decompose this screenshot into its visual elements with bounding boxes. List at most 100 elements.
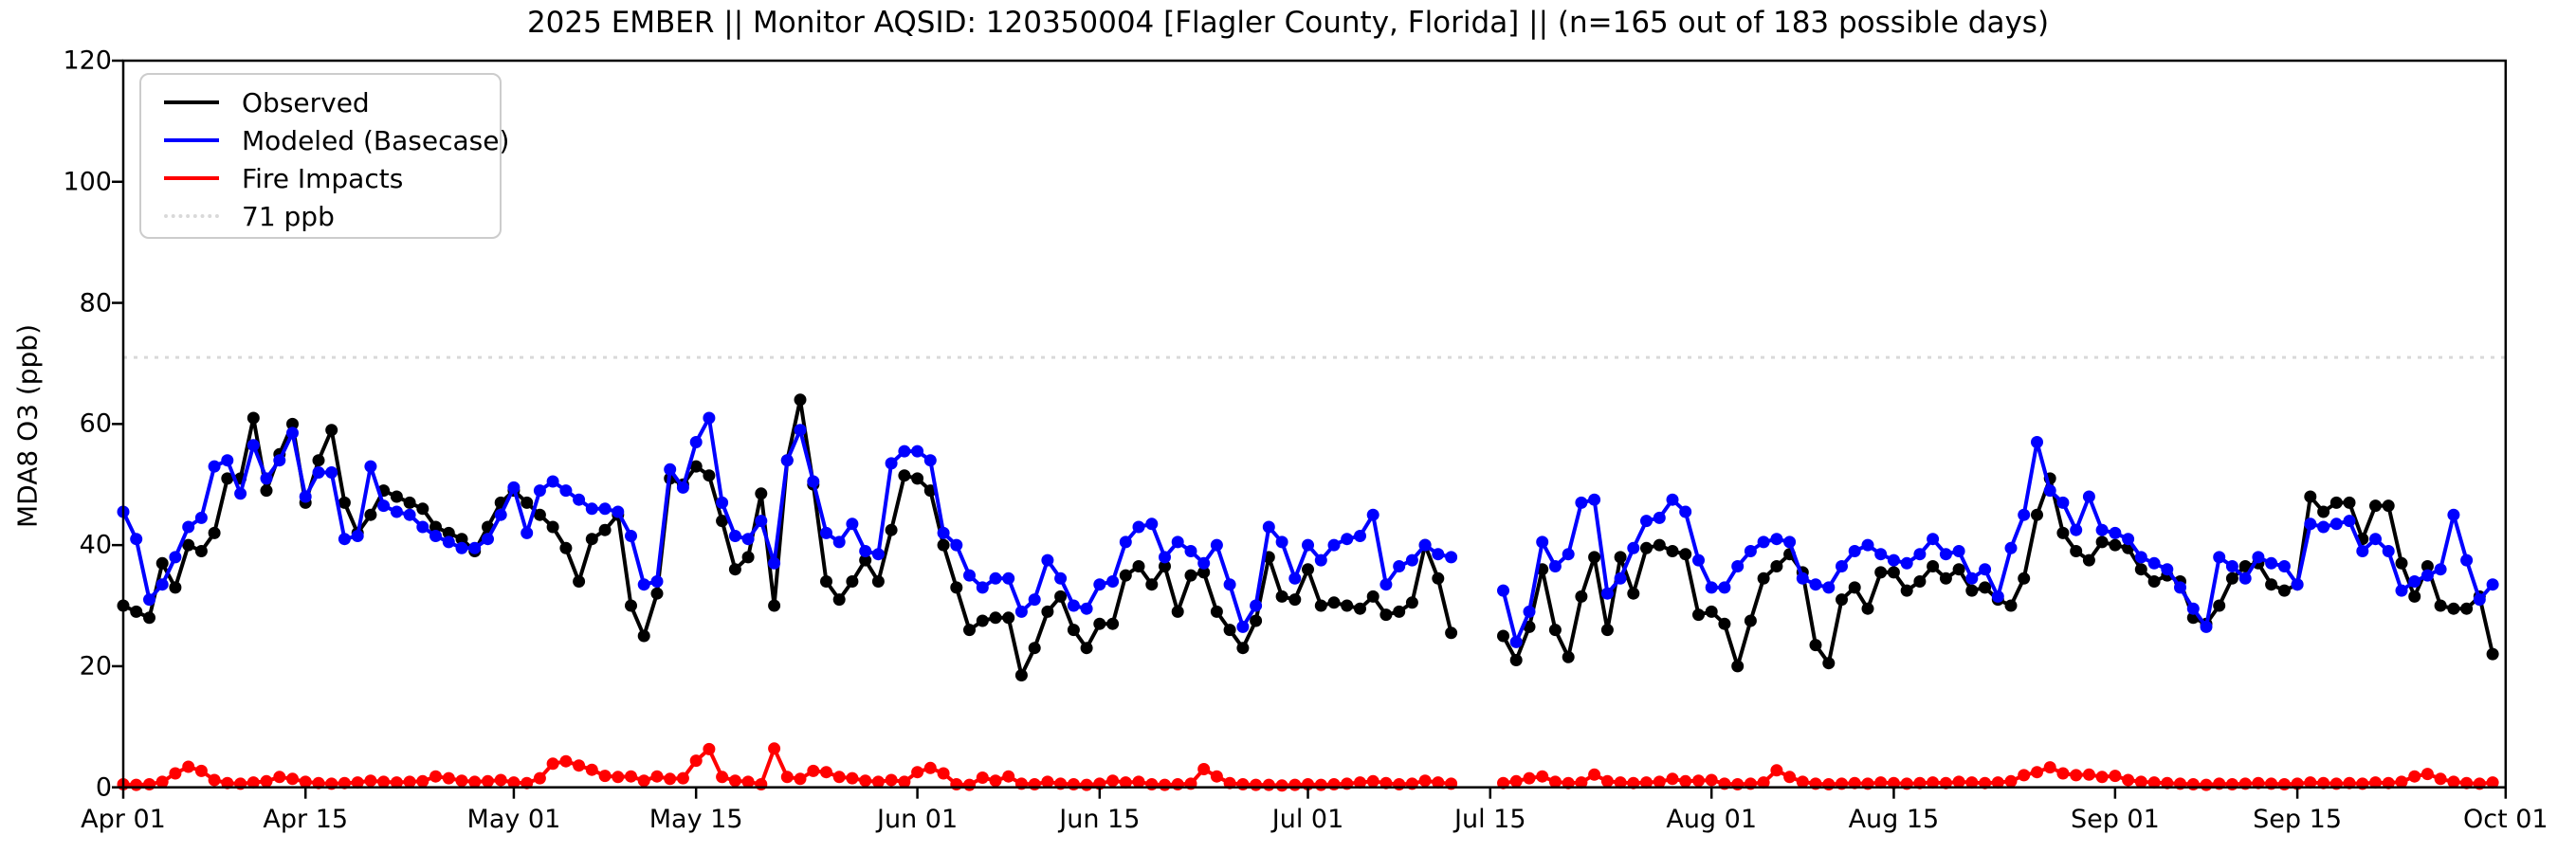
data-point: [546, 520, 559, 534]
data-point: [1874, 776, 1888, 789]
data-point: [650, 575, 664, 588]
data-point: [1783, 771, 1797, 784]
data-point: [871, 775, 885, 789]
data-point: [1275, 590, 1288, 603]
data-point: [1119, 535, 1132, 549]
data-point: [1497, 584, 1509, 597]
data-point: [937, 526, 950, 539]
data-point: [2004, 599, 2018, 612]
data-point: [130, 605, 143, 618]
data-point: [1548, 775, 1562, 789]
data-point: [559, 484, 573, 498]
data-point: [1354, 530, 1366, 542]
data-point: [390, 505, 403, 518]
data-point: [2395, 775, 2408, 789]
data-point: [2486, 578, 2499, 591]
data-point: [689, 460, 703, 473]
data-point: [2434, 563, 2447, 576]
data-point: [1614, 572, 1627, 585]
data-point: [1666, 772, 1679, 786]
data-point: [1783, 535, 1797, 549]
data-point: [247, 439, 260, 452]
data-point: [755, 487, 768, 500]
data-point: [2447, 602, 2460, 615]
data-point: [143, 611, 155, 625]
data-point: [1666, 493, 1679, 506]
data-point: [2070, 769, 2083, 782]
data-point: [1757, 776, 1770, 789]
data-point: [1718, 617, 1731, 630]
data-point: [546, 475, 559, 488]
data-point: [2043, 484, 2056, 498]
data-point: [2369, 776, 2382, 789]
data-point: [1106, 774, 1120, 788]
data-point: [2356, 545, 2369, 557]
data-point: [1497, 629, 1509, 643]
data-point: [299, 490, 312, 503]
data-point: [2147, 556, 2161, 570]
data-point: [1822, 778, 1836, 790]
data-point: [768, 742, 781, 755]
y-tick-label: 100: [63, 167, 112, 197]
data-point: [1002, 572, 1015, 585]
data-point: [403, 496, 416, 509]
data-point: [794, 393, 807, 407]
data-point: [1236, 642, 1250, 655]
data-point: [2238, 572, 2252, 585]
data-point: [442, 526, 455, 539]
data-point: [1939, 572, 1952, 585]
data-point: [1041, 554, 1054, 567]
y-tick-label: 120: [63, 45, 112, 76]
modeled-line-swatch: [164, 138, 219, 142]
data-point: [1770, 560, 1783, 572]
data-point: [1093, 578, 1106, 591]
data-point: [182, 538, 195, 552]
data-point: [1223, 578, 1236, 591]
data-point: [416, 774, 429, 788]
data-point: [507, 481, 521, 494]
data-point: [2109, 538, 2122, 552]
data-point: [2225, 560, 2238, 572]
data-point: [1171, 605, 1184, 618]
data-point: [1809, 639, 1822, 652]
data-point: [2122, 773, 2135, 787]
data-point: [2277, 778, 2291, 790]
data-point: [377, 775, 391, 789]
data-point: [2382, 545, 2395, 557]
data-point: [1028, 642, 1041, 655]
data-point: [728, 774, 741, 788]
data-point: [755, 515, 768, 528]
data-point: [194, 511, 208, 524]
data-point: [2460, 554, 2474, 567]
data-point: [299, 775, 312, 789]
data-point: [637, 578, 650, 591]
data-point: [468, 541, 482, 554]
data-point: [1536, 535, 1549, 549]
x-tick-label: Jun 15: [1059, 805, 1141, 834]
data-point: [1900, 556, 1913, 570]
data-point: [832, 593, 846, 607]
data-point: [364, 774, 377, 788]
data-point: [637, 774, 650, 788]
data-point: [1952, 563, 1965, 576]
data-point: [455, 533, 468, 546]
data-point: [1132, 520, 1145, 534]
data-point: [442, 771, 455, 785]
data-point: [1666, 545, 1679, 557]
data-point: [637, 629, 650, 643]
data-point: [2174, 581, 2186, 594]
data-point: [573, 759, 586, 772]
data-point: [1302, 538, 1314, 552]
data-point: [1366, 590, 1379, 603]
data-point: [1836, 593, 1848, 607]
data-point: [2186, 778, 2200, 790]
data-point: [1432, 776, 1445, 789]
data-point: [1379, 608, 1393, 622]
data-point: [846, 771, 859, 785]
data-point: [1600, 624, 1614, 637]
data-point: [2486, 776, 2499, 789]
data-point: [2213, 599, 2226, 612]
data-point: [650, 587, 664, 600]
y-tick-label: 0: [95, 772, 112, 803]
data-point: [1288, 572, 1302, 585]
